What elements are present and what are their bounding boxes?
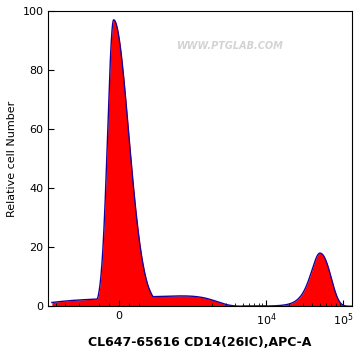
X-axis label: CL647-65616 CD14(26IC),APC-A: CL647-65616 CD14(26IC),APC-A xyxy=(88,336,312,349)
Text: WWW.PTGLAB.COM: WWW.PTGLAB.COM xyxy=(177,41,284,51)
Y-axis label: Relative cell Number: Relative cell Number xyxy=(7,100,17,217)
